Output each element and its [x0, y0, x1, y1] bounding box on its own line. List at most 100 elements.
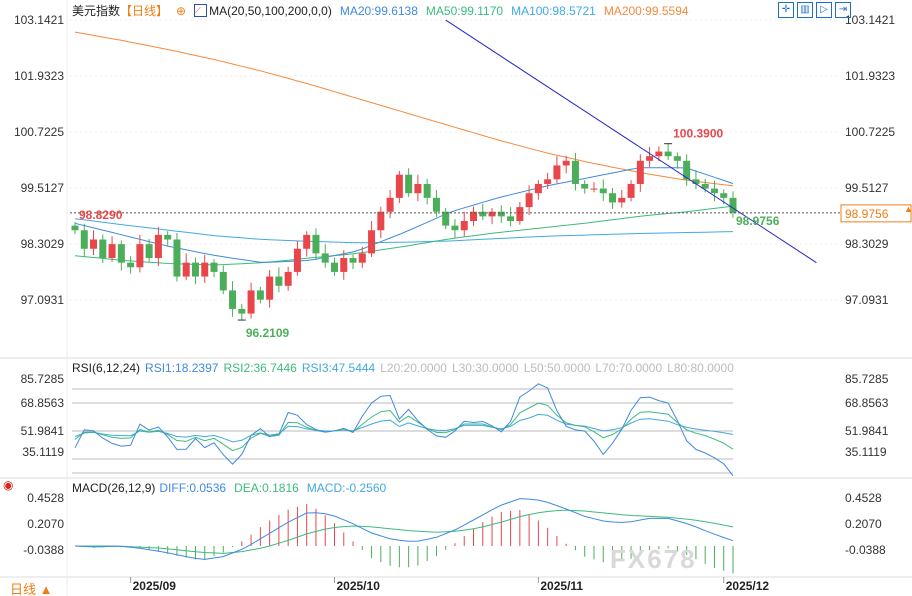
ma100-line: [74, 218, 734, 244]
candle-body: [451, 225, 459, 231]
macd-tick-left: -0.0388: [23, 543, 64, 557]
candle-body: [683, 160, 691, 180]
candle-body: [618, 197, 626, 203]
candle-body: [664, 151, 672, 157]
candle-body: [275, 276, 283, 286]
candle-body: [247, 290, 255, 314]
candle-body: [479, 211, 487, 217]
candle-body: [99, 239, 107, 259]
price-tick-right: 98.3029: [845, 237, 889, 251]
play-icon[interactable]: ▷: [816, 2, 832, 18]
ma50-value: MA50:99.1170: [425, 3, 504, 18]
candle-body: [534, 183, 542, 194]
price-arrow-icon: ▲: [904, 204, 912, 214]
price-tick-right: 97.0931: [845, 293, 889, 307]
candle-body: [145, 244, 153, 259]
ma-settings-icon[interactable]: ⟋: [194, 4, 208, 17]
candle-body: [321, 253, 329, 263]
candle-body: [571, 160, 579, 184]
candle-body: [729, 197, 737, 213]
candle-body: [284, 271, 292, 286]
candle-body: [266, 276, 274, 300]
ma20-line: [74, 167, 734, 263]
crosshair-icon[interactable]: ✛: [778, 2, 794, 18]
candle-body: [710, 188, 718, 194]
candle-body: [368, 230, 376, 254]
candle-body: [507, 216, 515, 221]
price-tick-left: 100.7225: [14, 125, 64, 139]
candle-body: [581, 183, 589, 189]
alert-icon[interactable]: ◉: [3, 478, 14, 492]
candle-body: [497, 211, 505, 217]
zoom-bars-icon[interactable]: ▥: [797, 2, 813, 18]
candle-body: [136, 244, 144, 268]
candle-body: [358, 253, 366, 263]
candle-body: [405, 174, 413, 194]
price-tick-right: 99.5127: [845, 181, 889, 195]
candle-body: [164, 234, 172, 240]
exit-icon[interactable]: ⇥: [835, 2, 851, 18]
candle-body: [80, 230, 88, 249]
candle-body: [90, 239, 98, 249]
time-tick-label: 2025/10: [336, 579, 380, 593]
candle-body: [720, 193, 728, 198]
candle-body: [442, 211, 450, 226]
macd-label[interactable]: MACD(26,12,9): [72, 481, 156, 495]
candle-body: [525, 193, 533, 208]
rsi-tick-left: 68.8563: [21, 396, 65, 410]
candle-body: [210, 262, 218, 272]
ma-label[interactable]: MA(20,50,100,200,0,0): [209, 3, 332, 18]
last-price-tag: [840, 204, 912, 223]
candle-body: [154, 234, 162, 259]
time-tick-label: 2025/11: [540, 579, 583, 593]
candle-body: [701, 183, 709, 189]
candle-body: [590, 188, 598, 190]
ma100-value: MA100:98.5721: [511, 3, 596, 18]
trend-line: [445, 19, 817, 264]
macd-header: MACD(26,12,9) DIFF:0.0536 DEA:0.1816 MAC…: [72, 481, 386, 495]
candle-body: [673, 156, 681, 161]
price-tick-right: 103.1421: [845, 13, 895, 27]
candle-body: [544, 179, 552, 184]
macd-tick-right: -0.0388: [845, 543, 886, 557]
dea-line: [75, 509, 734, 554]
candle-body: [340, 258, 348, 272]
candle-body: [256, 290, 264, 300]
candle-body: [432, 197, 440, 212]
rsi-tick-left: 51.9841: [21, 424, 65, 438]
period-selector[interactable]: 日线 ▲: [10, 582, 53, 596]
candle-body: [692, 179, 700, 184]
l20-value: L20:20.0000: [380, 361, 447, 375]
rsi2-line: [74, 402, 734, 452]
price-tick-left: 99.5127: [21, 181, 65, 195]
instrument-title: 美元指数: [72, 4, 121, 18]
candle-body: [173, 239, 181, 277]
price-tick-left: 101.9323: [14, 69, 64, 83]
dea-value: DEA:0.1816: [234, 481, 299, 495]
price-tick-right: 101.9323: [845, 69, 895, 83]
price-tick-left: 97.0931: [21, 293, 65, 307]
candle-body: [460, 220, 468, 231]
candle-body: [553, 165, 561, 180]
rsi-tick-right: 51.9841: [845, 424, 889, 438]
candle-body: [627, 183, 635, 198]
candle-body: [182, 262, 190, 277]
candle-body: [201, 262, 209, 277]
high-label: 100.3900: [673, 127, 723, 141]
candle-body: [516, 207, 524, 221]
period-label[interactable]: 【日线】: [120, 4, 169, 18]
candle-body: [423, 183, 431, 198]
candle-body: [599, 188, 607, 194]
add-indicator-icon[interactable]: ⊕: [176, 3, 187, 18]
rsi-tick-left: 35.1119: [22, 445, 64, 459]
rsi-label[interactable]: RSI(6,12,24): [72, 361, 141, 375]
l30-value: L30:30.0000: [451, 361, 519, 375]
last-price-label: 98.9756: [736, 214, 780, 228]
candle-body: [488, 211, 496, 217]
l50-value: L50:50.0000: [523, 361, 591, 375]
macd-tick-left: 0.4528: [27, 491, 64, 505]
ma20-value: MA20:99.6138: [339, 3, 418, 18]
candle-body: [414, 183, 422, 194]
